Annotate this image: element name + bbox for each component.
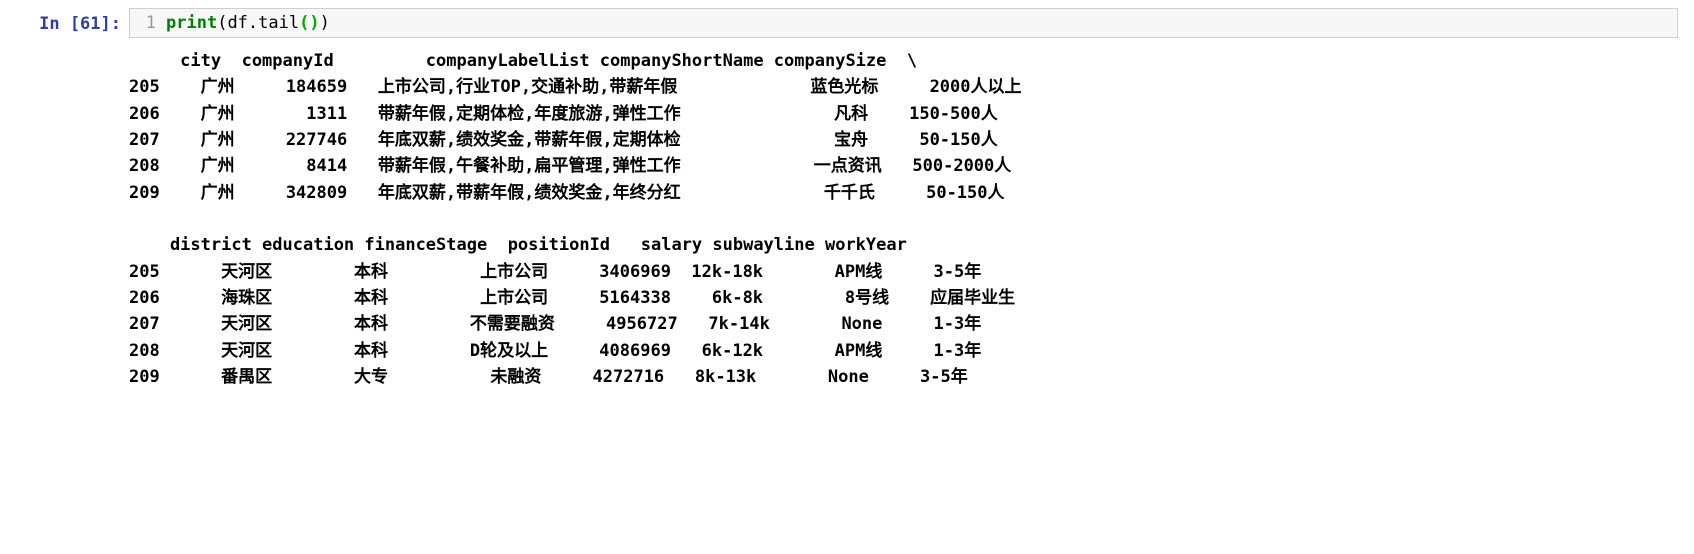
notebook-cell: In [61]: 1 print(df.tail()) city company… [16, 8, 1678, 390]
line-number: 1 [130, 13, 166, 33]
df-token: df [227, 13, 247, 33]
close-paren: ) [320, 13, 330, 33]
inner-open-paren: ( [299, 13, 309, 33]
code-area: 1 print(df.tail()) city companyId compan… [129, 8, 1678, 390]
input-prompt: In [61]: [16, 8, 121, 34]
code-input-box[interactable]: 1 print(df.tail()) [129, 8, 1678, 38]
inner-close-paren: ) [309, 13, 319, 33]
tail-token: tail [258, 13, 299, 33]
dot-token: . [248, 13, 258, 33]
print-token: print [166, 13, 217, 33]
open-paren: ( [217, 13, 227, 33]
cell-output: city companyId companyLabelList companyS… [129, 48, 1678, 390]
code-line[interactable]: print(df.tail()) [166, 13, 330, 33]
